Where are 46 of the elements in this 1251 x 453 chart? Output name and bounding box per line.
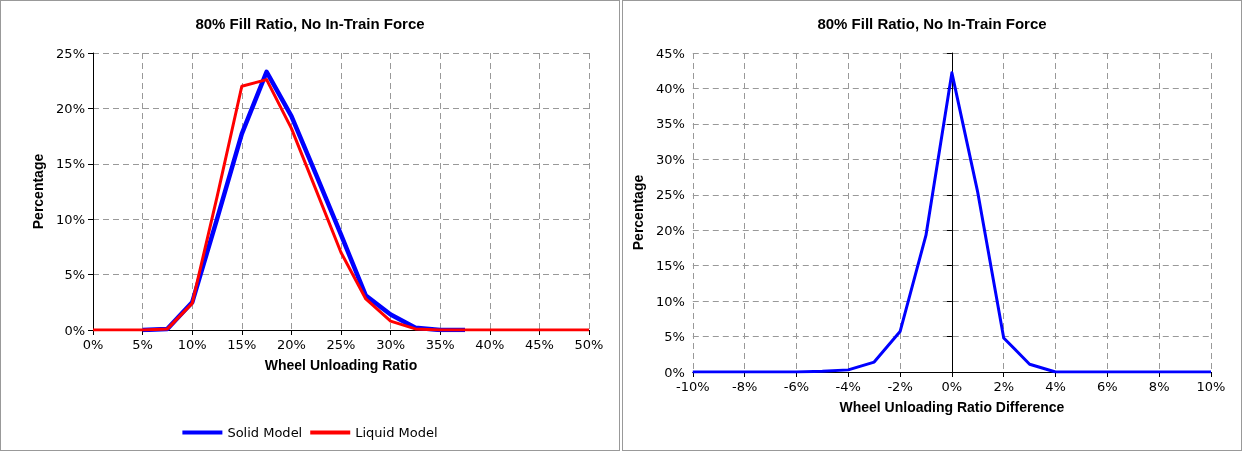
- x-tick-label: 40%: [475, 337, 505, 352]
- y-tick-label: 10%: [655, 293, 685, 309]
- y-axis-title: Percentage: [630, 174, 646, 251]
- x-tick-label: -4%: [835, 379, 861, 394]
- y-axis-title: Percentage: [30, 153, 46, 230]
- x-axis-title: Wheel Unloading Ratio Difference: [839, 399, 1065, 415]
- x-tick-label: 50%: [574, 337, 604, 352]
- x-tick-label: 45%: [524, 337, 554, 352]
- x-tick-label: 35%: [425, 337, 455, 352]
- x-tick-label: 8%: [1148, 379, 1170, 394]
- x-tick-label: 30%: [376, 337, 406, 352]
- x-tick-label: 5%: [132, 337, 153, 352]
- y-tick-label: 20%: [56, 100, 85, 116]
- x-tick-label: 4%: [1045, 379, 1066, 394]
- legend-label: Liquid Model: [355, 425, 438, 440]
- y-tick-label: 5%: [64, 267, 85, 283]
- x-tick-label: 0%: [82, 337, 104, 352]
- x-tick-label: -2%: [887, 379, 913, 394]
- y-tick-label: 10%: [56, 211, 85, 227]
- x-axis-title: Wheel Unloading Ratio: [264, 357, 418, 373]
- y-tick-label: 30%: [655, 151, 685, 167]
- y-tick-label: 15%: [655, 258, 685, 274]
- y-tick-label: 25%: [56, 45, 85, 61]
- line-series: [691, 71, 1213, 374]
- x-tick-label: -6%: [783, 379, 810, 394]
- y-tick-label: 35%: [655, 116, 685, 132]
- x-tick-label: 6%: [1097, 379, 1118, 394]
- x-tick-label: 10%: [177, 337, 207, 352]
- y-tick-label: 0%: [664, 364, 685, 380]
- x-tick-label: 2%: [993, 379, 1015, 394]
- legend-label: Solid Model: [227, 425, 303, 440]
- y-tick-label: 20%: [655, 222, 685, 238]
- x-tick-label: 0%: [941, 379, 963, 394]
- x-tick-label: 25%: [326, 337, 356, 352]
- x-tick-label: 10%: [1196, 379, 1226, 394]
- chart-title: 80% Fill Ratio, No In-Train Force: [817, 15, 1047, 32]
- x-tick-label: 20%: [276, 337, 306, 352]
- x-tick-label: -10%: [676, 379, 710, 394]
- y-tick-label: 40%: [655, 80, 685, 96]
- chart-title: 80% Fill Ratio, No In-Train Force: [195, 15, 425, 32]
- y-tick-label: 45%: [655, 45, 685, 61]
- x-tick-label: -8%: [731, 379, 758, 394]
- y-tick-label: 15%: [56, 156, 85, 172]
- y-tick-label: 0%: [64, 322, 85, 338]
- y-tick-label: 25%: [655, 187, 685, 203]
- x-tick-label: 15%: [227, 337, 257, 352]
